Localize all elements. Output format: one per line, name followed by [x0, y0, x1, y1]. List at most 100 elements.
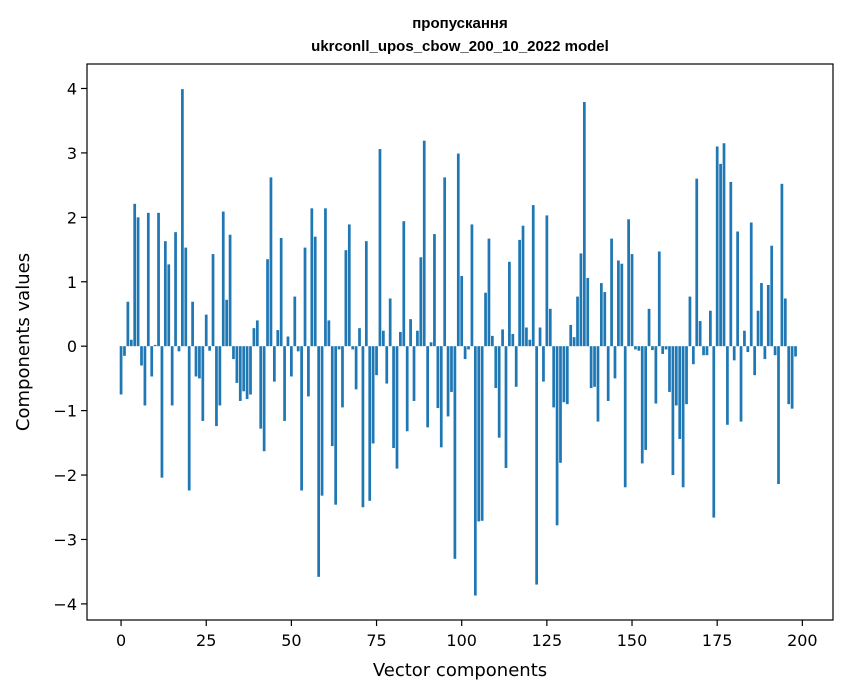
y-tick-label: −4 [53, 595, 77, 614]
bar [514, 346, 518, 387]
bar [307, 346, 310, 397]
bar [300, 346, 303, 491]
bar [691, 346, 695, 365]
bar [293, 296, 297, 347]
bar [484, 292, 487, 347]
bar [651, 346, 654, 351]
bar [262, 346, 266, 452]
bar [634, 346, 637, 350]
bar [739, 346, 743, 422]
bar [409, 319, 412, 347]
bar [446, 346, 450, 417]
bar [177, 346, 181, 352]
y-tick-label: 2 [67, 208, 77, 227]
bar [347, 224, 351, 347]
bar [473, 346, 477, 596]
bar [228, 234, 232, 347]
bar [559, 346, 562, 463]
bar [766, 284, 770, 347]
bar [337, 346, 341, 350]
bar [531, 205, 535, 347]
y-axis-label: Components values [13, 253, 34, 431]
x-axis-ticks: 0 25 50 75 100 125 150 175 200 [116, 620, 818, 650]
bar [763, 346, 767, 360]
bar [726, 346, 729, 425]
bar [661, 346, 665, 354]
y-tick-label: 4 [67, 79, 77, 98]
bar [783, 298, 787, 347]
bar [637, 346, 641, 351]
bar [572, 337, 576, 347]
bar [422, 140, 426, 347]
bar [491, 335, 494, 347]
bar [613, 346, 617, 379]
bar [743, 330, 746, 347]
x-tick-label: 25 [196, 631, 216, 650]
bar [163, 241, 167, 347]
bar [143, 346, 147, 406]
bar [630, 254, 634, 347]
bar [450, 346, 453, 392]
bar [242, 346, 246, 392]
bar [453, 346, 457, 559]
bar [685, 346, 688, 405]
bar [290, 346, 293, 377]
bar [140, 346, 143, 366]
bar [385, 346, 389, 384]
bar [341, 346, 344, 408]
bar [351, 346, 355, 350]
bar [562, 346, 566, 403]
bar [381, 330, 385, 347]
bar [456, 153, 460, 347]
bar [535, 346, 539, 585]
bar [538, 327, 542, 347]
bar [576, 296, 579, 347]
bar [623, 346, 627, 488]
bar [211, 254, 215, 347]
bar [395, 346, 399, 469]
bar [368, 346, 372, 501]
bar [569, 324, 573, 347]
bar [443, 177, 447, 347]
bar [184, 247, 188, 347]
y-tick-label: −2 [53, 466, 77, 485]
x-tick-label: 75 [366, 631, 386, 650]
bar [780, 183, 784, 347]
chart-subtitle: ukrconll_upos_cbow_200_10_2022 model [311, 38, 609, 55]
bar [698, 321, 702, 347]
bar [235, 346, 239, 383]
bar [157, 212, 160, 347]
bar [201, 346, 205, 421]
bar [296, 346, 300, 352]
bar [518, 239, 521, 347]
bar [695, 178, 699, 347]
bar [232, 346, 235, 360]
bar [736, 231, 739, 347]
bar [160, 346, 164, 478]
x-axis-label: Vector components [373, 660, 547, 681]
bar [276, 330, 280, 347]
bar [753, 346, 757, 376]
bar [525, 327, 528, 347]
bar [405, 346, 409, 432]
bar [133, 203, 137, 347]
bar [552, 346, 556, 408]
bar [392, 346, 395, 448]
bar [146, 212, 150, 347]
bar [215, 346, 218, 427]
bar [702, 346, 705, 356]
bar [119, 346, 123, 395]
bar [371, 346, 375, 444]
bar [153, 344, 157, 347]
y-tick-label: −3 [53, 530, 77, 549]
bar [129, 339, 133, 347]
bar [426, 346, 430, 428]
bar [283, 346, 286, 421]
bar [221, 211, 225, 347]
bar [603, 292, 607, 347]
bar [555, 346, 559, 526]
bar [439, 346, 443, 448]
bar [467, 346, 470, 350]
bar [167, 264, 171, 347]
bar [259, 346, 263, 429]
